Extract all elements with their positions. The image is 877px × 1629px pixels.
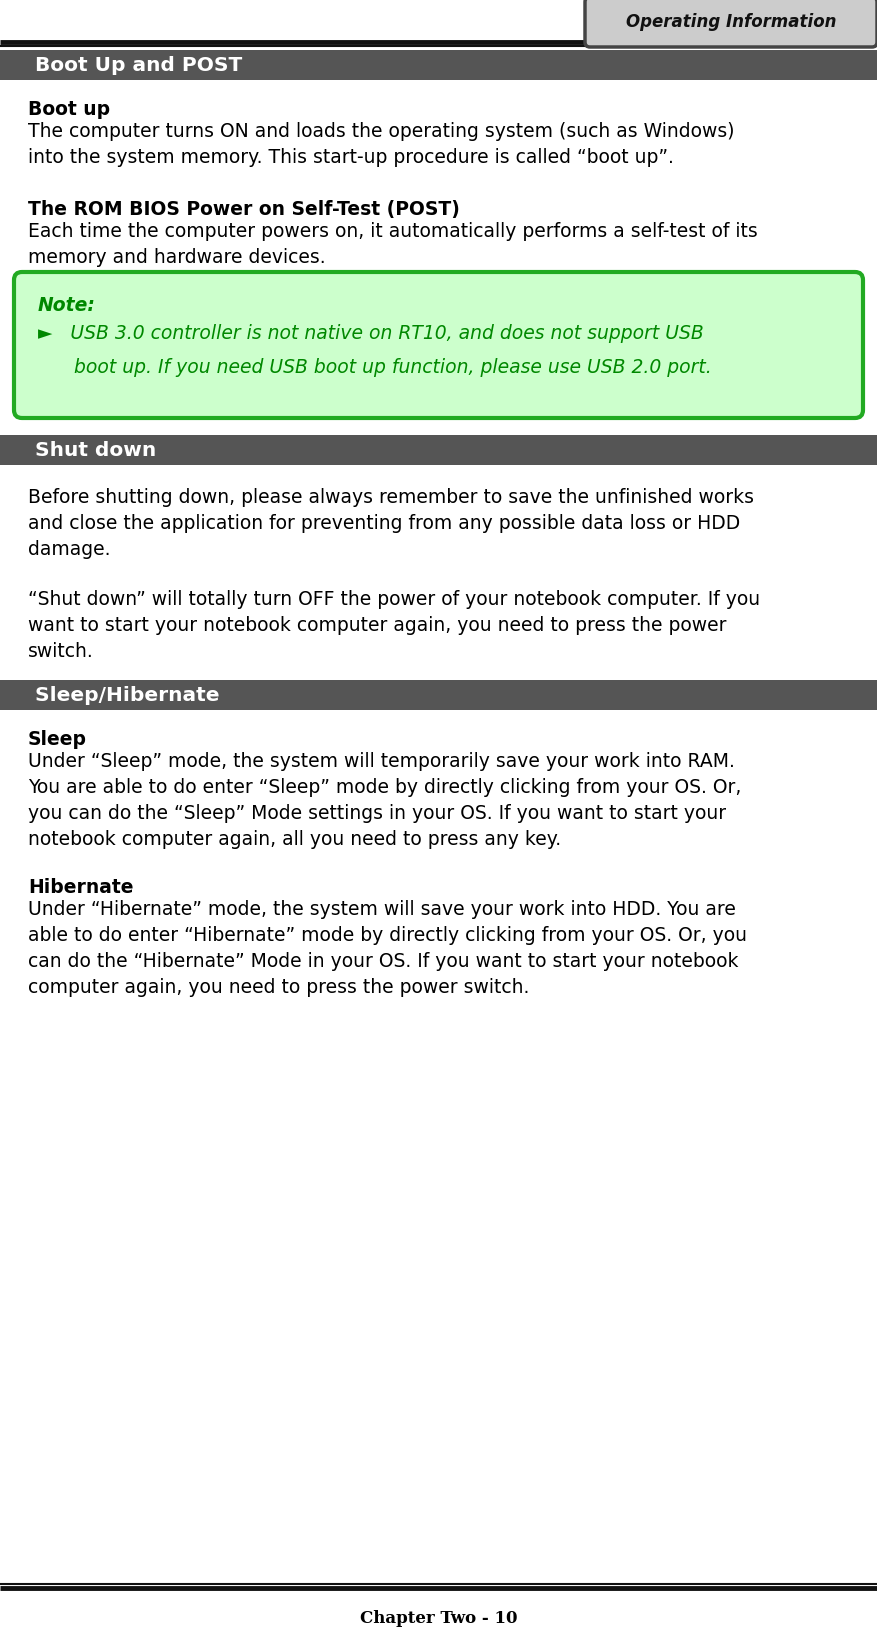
Text: can do the “Hibernate” Mode in your OS. If you want to start your notebook: can do the “Hibernate” Mode in your OS. …	[28, 951, 738, 971]
Text: and close the application for preventing from any possible data loss or HDD: and close the application for preventing…	[28, 515, 740, 533]
Text: Shut down: Shut down	[28, 440, 156, 459]
Text: notebook computer again, all you need to press any key.: notebook computer again, all you need to…	[28, 831, 561, 849]
Text: Under “Sleep” mode, the system will temporarily save your work into RAM.: Under “Sleep” mode, the system will temp…	[28, 753, 735, 771]
Text: “Shut down” will totally turn OFF the power of your notebook computer. If you: “Shut down” will totally turn OFF the po…	[28, 590, 760, 609]
FancyBboxPatch shape	[585, 0, 877, 47]
Text: memory and hardware devices.: memory and hardware devices.	[28, 248, 325, 267]
Bar	[0, 50, 877, 80]
Text: computer again, you need to press the power switch.: computer again, you need to press the po…	[28, 977, 530, 997]
Text: boot up. If you need USB boot up function, please use USB 2.0 port.: boot up. If you need USB boot up functio…	[38, 358, 712, 376]
Text: Boot up: Boot up	[28, 99, 111, 119]
Text: Operating Information: Operating Information	[626, 13, 837, 31]
Text: Sleep/Hibernate: Sleep/Hibernate	[28, 686, 219, 704]
Bar	[0, 435, 877, 464]
Text: Before shutting down, please always remember to save the unfinished works: Before shutting down, please always reme…	[28, 489, 754, 507]
Text: able to do enter “Hibernate” mode by directly clicking from your OS. Or, you: able to do enter “Hibernate” mode by dir…	[28, 925, 747, 945]
Text: want to start your notebook computer again, you need to press the power: want to start your notebook computer aga…	[28, 616, 726, 635]
Text: The ROM BIOS Power on Self-Test (POST): The ROM BIOS Power on Self-Test (POST)	[28, 200, 460, 218]
Text: damage.: damage.	[28, 539, 111, 559]
Bar	[0, 679, 877, 710]
Text: Sleep: Sleep	[28, 730, 87, 749]
Text: Each time the computer powers on, it automatically performs a self-test of its: Each time the computer powers on, it aut…	[28, 222, 758, 241]
Text: switch.: switch.	[28, 642, 94, 661]
Text: Note:: Note:	[38, 296, 96, 314]
Text: you can do the “Sleep” Mode settings in your OS. If you want to start your: you can do the “Sleep” Mode settings in …	[28, 805, 726, 823]
Text: Chapter Two - 10: Chapter Two - 10	[360, 1609, 517, 1627]
Text: The computer turns ON and loads the operating system (such as Windows): The computer turns ON and loads the oper…	[28, 122, 735, 142]
Text: You are able to do enter “Sleep” mode by directly clicking from your OS. Or,: You are able to do enter “Sleep” mode by…	[28, 779, 741, 797]
Text: Hibernate: Hibernate	[28, 878, 133, 898]
Text: Boot Up and POST: Boot Up and POST	[28, 55, 242, 75]
FancyBboxPatch shape	[14, 272, 863, 419]
Text: ►   USB 3.0 controller is not native on RT10, and does not support USB: ► USB 3.0 controller is not native on RT…	[38, 324, 703, 344]
Text: into the system memory. This start-up procedure is called “boot up”.: into the system memory. This start-up pr…	[28, 148, 674, 168]
Text: Under “Hibernate” mode, the system will save your work into HDD. You are: Under “Hibernate” mode, the system will …	[28, 899, 736, 919]
